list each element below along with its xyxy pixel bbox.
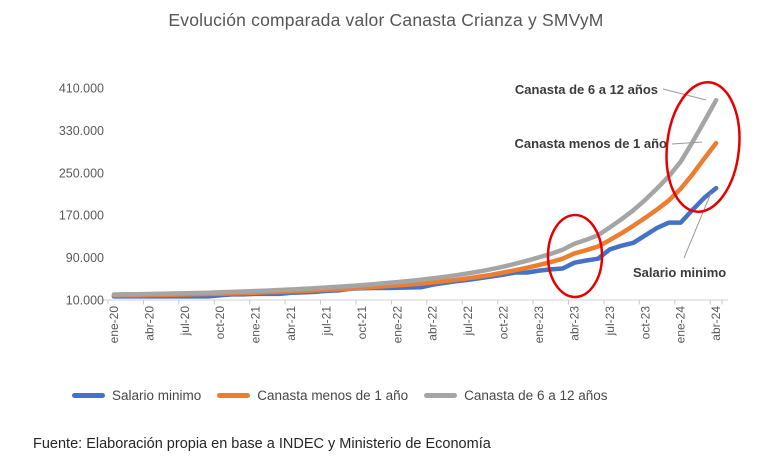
x-axis-tick-label: oct-22 [497, 306, 511, 340]
annotation-label-canasta-6-12: Canasta de 6 a 12 años [515, 82, 658, 97]
leader-line-salario-minimo [683, 192, 712, 259]
line-canasta-6-a-12-anos [111, 97, 719, 297]
source-note: Fuente: Elaboración propia en base a IND… [33, 436, 491, 452]
x-axis-tick-label: jul-20 [178, 306, 192, 337]
x-axis-tick-label: ene-20 [107, 306, 121, 344]
x-axis-tick-label: ene-22 [390, 306, 404, 344]
x-axis-tick-label: abr-20 [142, 306, 156, 341]
y-axis-tick-labels: 10.000 90.000 170.000 250.000 330.000 410.000 [59, 82, 104, 308]
x-axis-tick-label: jul-23 [603, 306, 617, 337]
x-axis-tick-label: oct-23 [638, 306, 652, 340]
chart-title: Evolución comparada valor Canasta Crianz… [168, 10, 604, 30]
x-axis-tick-label: jul-21 [319, 306, 333, 337]
legend-line-icon-salario-minimo [72, 393, 105, 398]
x-axis-tick-label: ene-21 [249, 306, 263, 344]
series-lines [111, 97, 719, 299]
y-axis-tick-label: 250.000 [59, 166, 104, 180]
x-axis-tick-label: jul-22 [461, 306, 475, 337]
chart-canvas: 10.000 90.000 170.000 250.000 330.000 410.000… [59, 80, 741, 344]
legend-label-salario-minimo: Salario minimo [112, 388, 202, 403]
x-axis-tick-label: oct-21 [355, 306, 369, 340]
legend-item-canasta-6-12: Canasta de 6 a 12 años [424, 388, 608, 403]
legend-line-icon-canasta-menos-1 [217, 393, 251, 398]
x-axis-tick-label: ene-24 [674, 306, 688, 344]
annotation-label-salario-minimo: Salario minimo [633, 265, 726, 280]
legend-line-icon-canasta-6-12 [424, 393, 458, 398]
x-axis-tick-label: abr-22 [426, 306, 440, 341]
legend-label-canasta-6-12: Canasta de 6 a 12 años [464, 388, 608, 403]
y-axis-tick-label: 170.000 [59, 209, 104, 223]
y-axis-tick-label: 410.000 [59, 82, 104, 96]
x-axis-tick-marks [107, 300, 723, 305]
y-axis-tick-label: 90.000 [66, 251, 104, 265]
y-axis-tick-label: 10.000 [66, 294, 104, 308]
x-axis-tick-label: abr-24 [709, 306, 723, 341]
annotation-circle-large [665, 80, 741, 214]
legend-item-salario-minimo: Salario minimo [72, 388, 201, 403]
y-axis-tick-label: 330.000 [59, 124, 104, 138]
legend-item-canasta-menos-1: Canasta menos de 1 año [217, 388, 408, 403]
x-axis-tick-label: abr-23 [567, 306, 581, 341]
leader-line-canasta-menos-1 [671, 141, 703, 145]
annotation-circle-small [546, 213, 604, 299]
chart-legend: Salario minimo Canasta menos de 1 año Ca… [72, 388, 608, 403]
annotation-label-canasta-menos-1: Canasta menos de 1 año [515, 136, 667, 151]
x-axis-tick-label: abr-21 [284, 306, 298, 341]
line-canasta-menos-1-ano [111, 140, 719, 298]
x-axis-tick-label: ene-23 [532, 306, 546, 344]
x-axis-tick-labels: ene-20 abr-20 jul-20 oct-20 ene-21 abr-21 jul-… [107, 306, 723, 344]
legend-label-canasta-menos-1: Canasta menos de 1 año [257, 388, 409, 403]
x-axis-tick-label: oct-20 [213, 306, 227, 340]
